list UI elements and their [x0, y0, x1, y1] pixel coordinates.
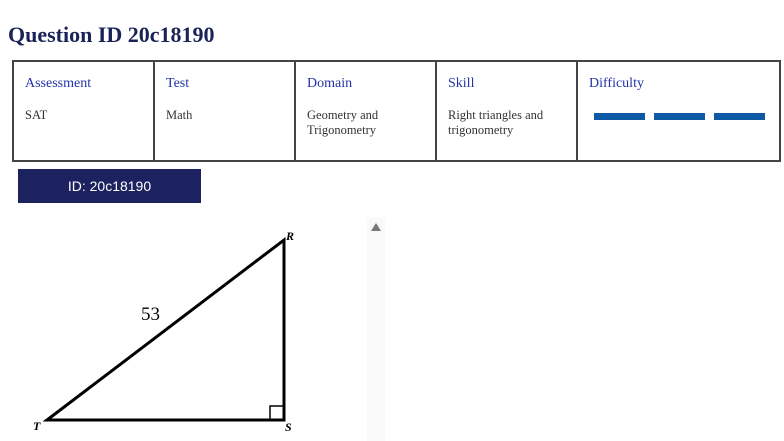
vertex-label-t: T	[33, 419, 41, 433]
cell-skill: Skill Right triangles and trigonometry	[435, 60, 578, 162]
right-angle-marker	[269, 405, 285, 421]
header-test: Test	[166, 76, 190, 91]
difficulty-bar	[594, 113, 645, 120]
cell-difficulty: Difficulty	[576, 60, 781, 162]
scrollbar[interactable]	[367, 217, 385, 441]
difficulty-bar	[714, 113, 765, 120]
vertex-label-r: R	[285, 229, 294, 243]
difficulty-bars	[594, 113, 769, 120]
header-assessment: Assessment	[25, 76, 92, 91]
triangle-rst	[42, 236, 286, 422]
header-skill: Skill	[448, 76, 475, 91]
question-id-button[interactable]: ID: 20c18190	[18, 169, 201, 203]
question-info-table: Assessment SAT Test Math Domain Geometry an…	[12, 60, 781, 162]
difficulty-bar	[654, 113, 705, 120]
cell-domain: Domain Geometry and Trigonometry	[294, 60, 437, 162]
value-assessment: SAT	[25, 108, 48, 122]
page-title: Question ID 20c18190	[8, 22, 215, 47]
value-domain: Geometry and Trigonometry	[307, 108, 379, 137]
header-domain: Domain	[307, 76, 353, 91]
vertex-label-s: S	[285, 420, 292, 434]
scroll-up-arrow-icon[interactable]	[371, 223, 381, 231]
value-skill: Right triangles and trigonometry	[448, 108, 544, 137]
cell-test: Test Math	[153, 60, 296, 162]
value-test: Math	[166, 108, 193, 122]
hypotenuse-length-label: 53	[141, 304, 160, 325]
header-difficulty: Difficulty	[589, 76, 644, 91]
cell-assessment: Assessment SAT	[12, 60, 155, 162]
